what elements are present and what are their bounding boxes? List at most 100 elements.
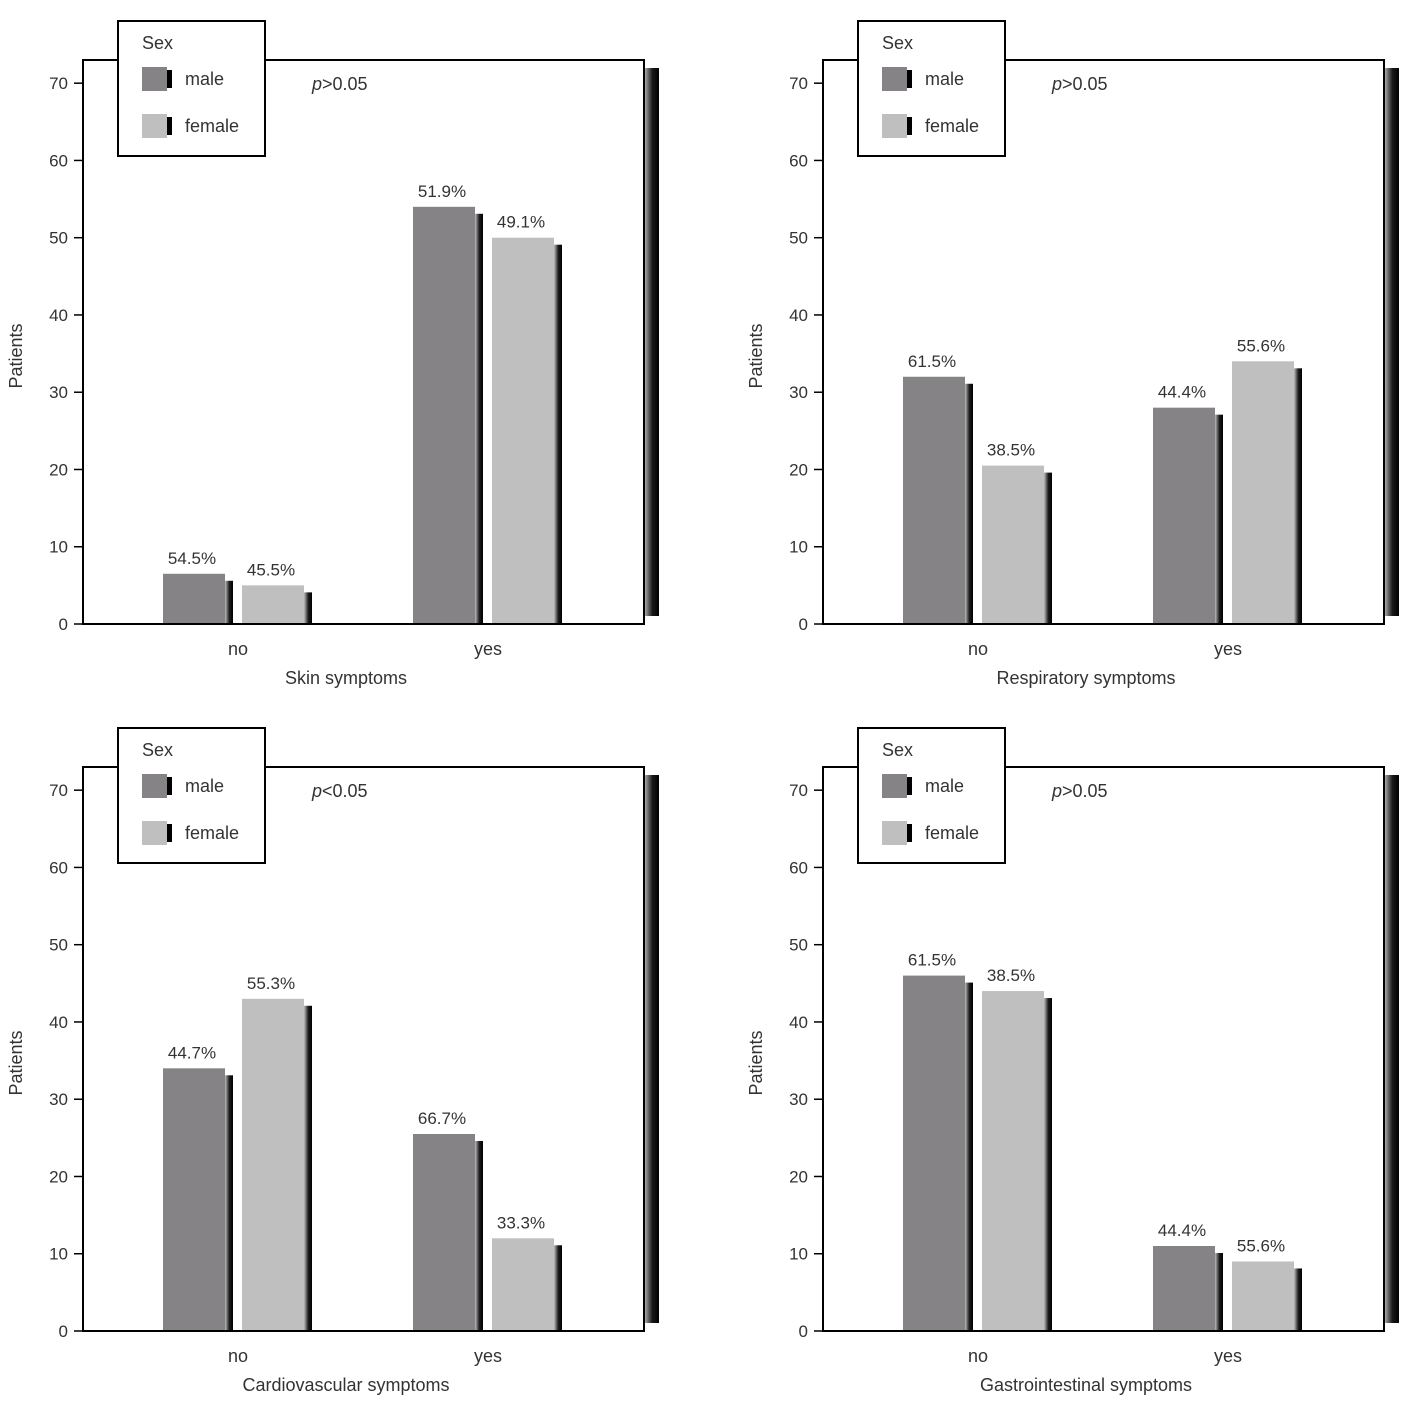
bar-female-no [242,585,304,623]
legend-title: Sex [882,740,913,760]
bar-data-label: 55.6% [1237,336,1285,355]
p-threshold: >0.05 [1062,781,1108,801]
legend-label-female: female [925,823,979,843]
y-tick-label: 40 [49,306,68,325]
x-axis-label: Skin symptoms [285,668,407,688]
p-value-annotation: p>0.05 [1051,74,1108,94]
chart-panel-1: 0 10 20 30 40 50 60 70 Patients 54.5% 45.5% no 51.9%… [6,20,659,688]
bar-female-yes [1232,1261,1294,1330]
chart-panel-2: 0 10 20 30 40 50 60 70 Patients 61.5% 38.5% no 44.4%… [746,20,1399,688]
x-tick-label: no [968,1346,988,1366]
legend-title: Sex [882,33,913,53]
bar-male-yes [1153,407,1215,623]
y-tick-label: 50 [789,936,808,955]
y-tick-label: 20 [49,460,68,479]
y-tick-label: 30 [789,383,808,402]
legend-swatch-shadow [907,777,912,795]
bar-female-no [242,998,304,1330]
p-value-annotation: p>0.05 [311,74,368,94]
legend-swatch-female [882,821,907,845]
legend-swatch-shadow [167,117,172,135]
bar-shadow [1215,414,1223,623]
bar-male-no [163,1068,225,1330]
bar-data-label: 49.1% [497,213,545,232]
legend-label-female: female [185,116,239,136]
x-tick-label: yes [474,639,502,659]
bar-shadow [1294,368,1302,623]
bar-shadow [554,244,562,624]
x-axis-label: Respiratory symptoms [996,668,1175,688]
bar-male-no [903,376,965,623]
legend-label-female: female [185,823,239,843]
legend-label-female: female [925,116,979,136]
bar-shadow [1215,1253,1223,1330]
legend-label-male: male [185,776,224,796]
legend-title: Sex [142,740,173,760]
chart-panel-3: 0 10 20 30 40 50 60 70 Patients 44.7% 55.3% no 66.7%… [6,727,659,1395]
bar-data-label: 33.3% [497,1213,545,1232]
p-value-annotation: p>0.05 [1051,781,1108,801]
y-axis-label: Patients [6,1030,26,1095]
legend-swatch-female [142,114,167,138]
y-tick-label: 10 [49,538,68,557]
p-threshold: >0.05 [322,74,368,94]
y-tick-label: 0 [59,615,68,634]
p-symbol: p [311,74,322,94]
p-symbol: p [1051,74,1062,94]
bar-shadow [1044,998,1052,1330]
legend-swatch-female [882,114,907,138]
legend-swatch-male [882,774,907,798]
y-tick-label: 50 [49,936,68,955]
y-tick-label: 40 [789,306,808,325]
y-tick-label: 70 [49,781,68,800]
bar-data-label: 38.5% [987,441,1035,460]
x-tick-label: yes [474,1346,502,1366]
y-tick-label: 0 [59,1322,68,1341]
bar-male-yes [413,206,475,623]
legend-swatch-male [882,67,907,91]
bar-data-label: 55.6% [1237,1236,1285,1255]
bar-female-yes [1232,361,1294,623]
x-tick-label: no [968,639,988,659]
bar-data-label: 45.5% [247,560,295,579]
legend-swatch-male [142,67,167,91]
bar-male-no [903,975,965,1330]
legend-label-male: male [185,69,224,89]
x-tick-label: yes [1214,1346,1242,1366]
y-tick-label: 10 [789,1245,808,1264]
bar-data-label: 44.4% [1158,1221,1206,1240]
legend-label-male: male [925,69,964,89]
bar-male-yes [413,1133,475,1330]
x-axis-label: Gastrointestinal symptoms [980,1375,1192,1395]
y-tick-label: 50 [789,229,808,248]
y-tick-label: 30 [49,1090,68,1109]
y-tick-label: 60 [789,151,808,170]
p-symbol: p [311,781,322,801]
bar-shadow [554,1245,562,1330]
y-tick-label: 20 [789,460,808,479]
bar-male-no [163,573,225,623]
bar-shadow [225,580,233,623]
frame-side-shadow [644,775,659,1323]
x-tick-label: no [228,1346,248,1366]
bar-data-label: 44.4% [1158,383,1206,402]
y-tick-label: 60 [49,151,68,170]
bar-data-label: 54.5% [168,549,216,568]
legend-swatch-male [142,774,167,798]
plot-frame [82,766,645,1332]
p-threshold: >0.05 [1062,74,1108,94]
legend-swatch-shadow [907,70,912,88]
legend-swatch-shadow [167,777,172,795]
bar-data-label: 51.9% [418,182,466,201]
bar-female-yes [492,1238,554,1330]
y-axis-label: Patients [6,323,26,388]
y-tick-label: 30 [49,383,68,402]
bar-shadow [304,592,312,623]
bar-data-label: 61.5% [908,352,956,371]
legend-swatch-shadow [907,117,912,135]
legend-title: Sex [142,33,173,53]
y-tick-label: 40 [49,1013,68,1032]
legend-swatch-shadow [167,824,172,842]
